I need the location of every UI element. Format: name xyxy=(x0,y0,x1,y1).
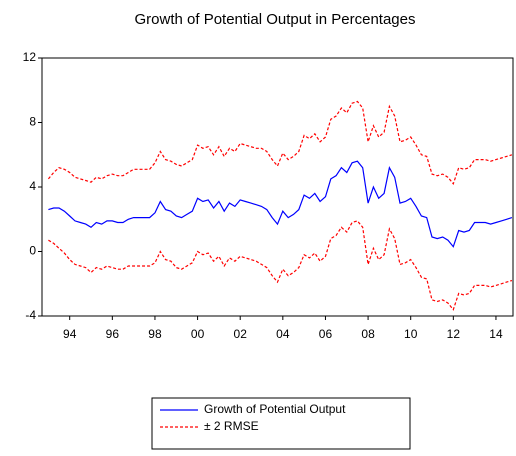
x-tick-label: 02 xyxy=(234,327,248,341)
y-tick-label: -4 xyxy=(25,308,36,322)
x-tick-label: 12 xyxy=(447,327,461,341)
chart-title: Growth of Potential Output in Percentage… xyxy=(135,11,416,28)
x-tick-label: 94 xyxy=(63,327,77,341)
x-tick-label: 08 xyxy=(361,327,375,341)
y-tick-label: 8 xyxy=(29,115,36,129)
x-tick-label: 10 xyxy=(404,327,418,341)
series-line xyxy=(48,160,513,248)
x-tick-label: 14 xyxy=(489,327,503,341)
x-tick-label: 06 xyxy=(319,327,333,341)
y-tick-label: 4 xyxy=(29,179,36,193)
y-tick-label: 12 xyxy=(23,50,37,64)
series-line xyxy=(48,220,513,311)
x-tick-label: 98 xyxy=(148,327,162,341)
x-tick-label: 04 xyxy=(276,327,290,341)
legend-label: Growth of Potential Output xyxy=(204,402,346,416)
x-tick-label: 96 xyxy=(106,327,120,341)
legend-label: ± 2 RMSE xyxy=(204,419,259,433)
series-line xyxy=(47,100,513,186)
x-tick-label: 00 xyxy=(191,327,205,341)
plot-frame xyxy=(41,57,514,317)
legend-box xyxy=(151,397,411,450)
y-tick-label: 0 xyxy=(29,244,36,258)
